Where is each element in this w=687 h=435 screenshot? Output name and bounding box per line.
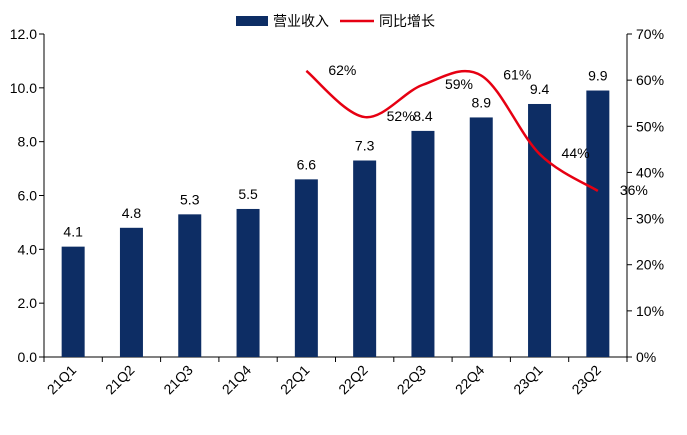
bar [237,209,260,357]
y-left-tick-label: 8.0 [18,134,38,150]
growth-value-label: 62% [328,62,356,78]
bar-value-label: 6.6 [297,156,317,172]
y-left-tick-label: 6.0 [18,188,38,204]
axes: 0.0 2.0 4.0 6.0 8.0 10.0 12.0 0% 10% 20% 30% 40% 50%… [10,26,664,397]
growth-value-label: 36% [620,182,648,198]
y-left-tick-label: 4.0 [18,241,38,257]
y-left-tick-label: 0.0 [18,349,38,365]
bar [528,104,551,357]
x-tick-label: 22Q2 [335,362,371,398]
bar [470,117,493,357]
y-right-tick-label: 30% [636,211,664,227]
x-tick-label: 21Q1 [44,362,80,398]
bar [120,228,143,357]
x-tick-label: 23Q1 [510,362,546,398]
growth-value-label: 61% [503,67,531,83]
bar-value-label: 4.1 [63,224,83,240]
x-tick-label: 22Q1 [277,362,313,398]
growth-value-label: 52% [387,108,415,124]
bar [295,179,318,357]
legend: 营业收入 同比增长 [236,13,435,29]
growth-value-label: 44% [562,145,590,161]
y-right-tick-label: 70% [636,26,664,42]
bar [353,161,376,357]
bar [586,91,609,357]
legend-swatch-revenue [236,16,268,26]
y-right-tick-label: 10% [636,303,664,319]
y-right-tick-label: 40% [636,164,664,180]
bar-value-label: 8.4 [413,108,433,124]
bar-value-label: 5.5 [238,186,258,202]
bar-value-label: 7.3 [355,138,375,154]
bar-series [62,91,610,357]
x-tick-label: 21Q4 [219,362,255,398]
x-tick-label: 23Q2 [568,362,604,398]
y-right-tick-label: 50% [636,118,664,134]
bar [178,214,201,357]
bar-value-label: 4.8 [122,205,142,221]
legend-label-growth: 同比增长 [379,13,435,29]
bar [411,131,434,357]
x-tick-label: 21Q2 [102,362,138,398]
x-tick-label: 22Q4 [452,362,488,398]
legend-label-revenue: 营业收入 [273,13,329,29]
x-tick-label: 21Q3 [160,362,196,398]
bar-value-label: 9.9 [588,68,608,84]
y-right-tick-label: 60% [636,72,664,88]
growth-value-label: 59% [445,76,473,92]
y-left-tick-label: 2.0 [18,295,38,311]
y-left-tick-label: 10.0 [10,80,37,96]
y-right-tick-label: 0% [636,349,656,365]
y-left-tick-label: 12.0 [10,26,37,42]
bar-value-label: 5.3 [180,191,200,207]
bar-value-label: 8.9 [472,94,492,110]
x-tick-label: 22Q3 [394,362,430,398]
bar-value-label: 9.4 [530,81,550,97]
bar [62,247,85,357]
y-right-tick-label: 20% [636,257,664,273]
